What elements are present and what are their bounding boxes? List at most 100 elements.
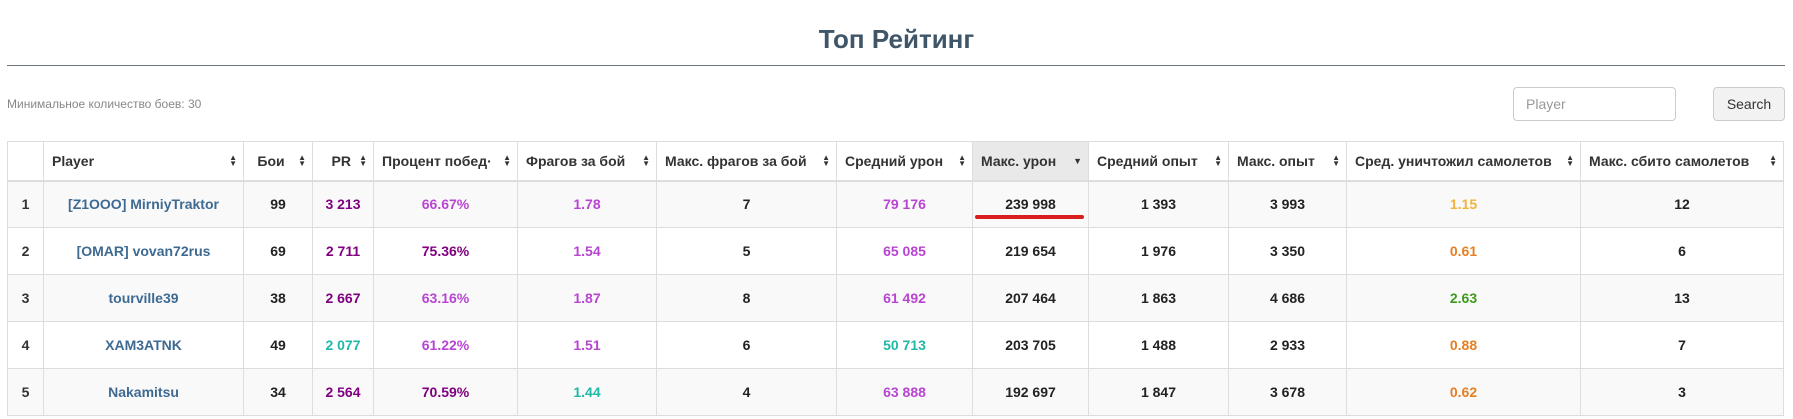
cell-avg-damage: 61 492 <box>836 274 973 322</box>
cell-win-rate: 70.59% <box>373 368 518 416</box>
column-header-label: Средний опыт <box>1097 152 1198 169</box>
column-header-max-frags[interactable]: Макс. фрагов за бой ▲ ▼ <box>656 141 837 182</box>
cell-avg-planes: 1.15 <box>1346 180 1581 228</box>
cell-rank: 3 <box>7 274 44 322</box>
player-link[interactable]: [OMAR] vovan72rus <box>76 243 211 259</box>
cell-pr: 2 667 <box>312 274 374 322</box>
sort-desc-icon: ▼ <box>1073 155 1082 166</box>
cell-win-rate: 61.22% <box>373 321 518 369</box>
cell-value: 1.15 <box>1449 196 1478 213</box>
cell-value: 2 564 <box>325 384 361 400</box>
cell-max-frags: 6 <box>656 321 837 369</box>
cell-frags-per-battle: 1.54 <box>517 227 657 275</box>
column-header-label: Сред. уничтожил самолетов <box>1355 152 1552 169</box>
cell-value: 1.51 <box>573 337 601 353</box>
cell-battles: 49 <box>243 321 313 369</box>
cell-value: 66.67% <box>421 196 470 213</box>
cell-player: [Z1OOO] MirniyTraktor <box>43 180 244 228</box>
sort-both-icon: ▲ ▼ <box>1332 152 1340 168</box>
cell-pr: 2 564 <box>312 368 374 416</box>
cell-max-planes: 7 <box>1580 321 1784 369</box>
column-header-avg-planes[interactable]: Сред. уничтожил самолетов ▲ ▼ <box>1346 141 1581 182</box>
cell-rank: 4 <box>7 321 44 369</box>
cell-rank: 1 <box>7 180 44 228</box>
cell-max-planes: 6 <box>1580 227 1784 275</box>
cell-battles: 99 <box>243 180 313 228</box>
cell-player: tourville39 <box>43 274 244 322</box>
cell-value: 0.88 <box>1449 337 1478 353</box>
column-header-avg-damage[interactable]: Средний урон ▲ ▼ <box>836 141 973 182</box>
cell-pr: 2 711 <box>312 227 374 275</box>
player-link[interactable]: XAM3ATNK <box>105 337 182 353</box>
cell-max-xp: 3 678 <box>1228 368 1347 416</box>
sort-both-icon: ▲ ▼ <box>503 152 511 168</box>
cell-max-xp: 2 933 <box>1228 321 1347 369</box>
search-button[interactable]: Search <box>1713 87 1785 121</box>
cell-value: 70.59% <box>421 384 470 400</box>
cell-value: 2.63 <box>1449 290 1478 306</box>
cell-value: 61.22% <box>421 337 470 353</box>
column-header-label: Фрагов за бой <box>526 152 626 169</box>
cell-max-frags: 5 <box>656 227 837 275</box>
cell-avg-xp: 1 976 <box>1088 227 1229 275</box>
column-header-label: Макс. сбито самолетов <box>1589 152 1750 169</box>
cell-value: 50 713 <box>883 337 926 353</box>
cell-value: 2 077 <box>325 337 361 353</box>
cell-value: 0.62 <box>1449 384 1478 400</box>
sort-both-icon: ▲ ▼ <box>1214 152 1222 168</box>
column-header-label: PR <box>331 152 351 169</box>
cell-max-damage: 219 654 <box>972 227 1089 275</box>
column-header-win-rate[interactable]: Процент побед· ▲ ▼ <box>373 141 518 182</box>
player-search-input[interactable] <box>1513 87 1676 121</box>
cell-avg-xp: 1 847 <box>1088 368 1229 416</box>
player-link[interactable]: [Z1OOO] MirniyTraktor <box>68 196 219 213</box>
cell-avg-damage: 63 888 <box>836 368 973 416</box>
column-header-label: Макс. урон <box>981 152 1057 169</box>
cell-value: 63 888 <box>883 384 926 400</box>
cell-max-frags: 8 <box>656 274 837 322</box>
column-header-label: Бои <box>257 152 285 169</box>
cell-avg-planes: 2.63 <box>1346 274 1581 322</box>
column-header-label: Макс. опыт <box>1237 152 1315 169</box>
cell-max-xp: 3 993 <box>1228 180 1347 228</box>
sort-both-icon: ▲ ▼ <box>958 152 966 168</box>
player-link[interactable]: tourville39 <box>108 290 179 306</box>
cell-max-damage: 239 998 <box>972 180 1089 228</box>
column-header-frags-per-battle[interactable]: Фрагов за бой ▲ ▼ <box>517 141 657 182</box>
column-header-avg-xp[interactable]: Средний опыт ▲ ▼ <box>1088 141 1229 182</box>
cell-value: 79 176 <box>883 196 926 213</box>
sort-both-icon: ▲ ▼ <box>229 152 237 168</box>
cell-value: 75.36% <box>421 243 470 259</box>
cell-max-xp: 4 686 <box>1228 274 1347 322</box>
column-header-max-damage[interactable]: Макс. урон ▼ <box>972 141 1089 182</box>
cell-avg-planes: 0.88 <box>1346 321 1581 369</box>
cell-max-damage: 203 705 <box>972 321 1089 369</box>
title-divider <box>7 65 1785 66</box>
cell-value: 1.87 <box>573 290 601 306</box>
cell-avg-damage: 65 085 <box>836 227 973 275</box>
column-header-pr[interactable]: PR ▲ ▼ <box>312 141 374 182</box>
column-header-player[interactable]: Player ▲ ▼ <box>43 141 244 182</box>
player-link[interactable]: Nakamitsu <box>108 384 179 400</box>
cell-max-frags: 4 <box>656 368 837 416</box>
table-row: 5 Nakamitsu 34 2 564 70.59% 1.44 4 63 888 192 69… <box>7 368 1784 416</box>
column-header-max-xp[interactable]: Макс. опыт ▲ ▼ <box>1228 141 1347 182</box>
column-header-label: Player <box>52 152 95 169</box>
cell-max-damage: 192 697 <box>972 368 1089 416</box>
cell-max-planes: 13 <box>1580 274 1784 322</box>
cell-win-rate: 75.36% <box>373 227 518 275</box>
cell-player: [OMAR] vovan72rus <box>43 227 244 275</box>
column-header-battles[interactable]: Бои ▲ ▼ <box>243 141 313 182</box>
table-row: 4 XAM3ATNK 49 2 077 61.22% 1.51 6 50 713 203 705… <box>7 321 1784 369</box>
cell-max-damage: 207 464 <box>972 274 1089 322</box>
cell-avg-xp: 1 393 <box>1088 180 1229 228</box>
column-header-max-planes[interactable]: Макс. сбито самолетов ▲ ▼ <box>1580 141 1784 182</box>
table-body: 1 [Z1OOO] MirniyTraktor 99 3 213 66.67% 1.78 7… <box>7 180 1784 416</box>
cell-battles: 69 <box>243 227 313 275</box>
cell-value: 61 492 <box>883 290 926 306</box>
table-row: 2 [OMAR] vovan72rus 69 2 711 75.36% 1.54 5 65 0… <box>7 227 1784 275</box>
page-title: Топ Рейтинг <box>818 24 975 54</box>
cell-value: 1.54 <box>573 243 601 259</box>
cell-player: XAM3ATNK <box>43 321 244 369</box>
